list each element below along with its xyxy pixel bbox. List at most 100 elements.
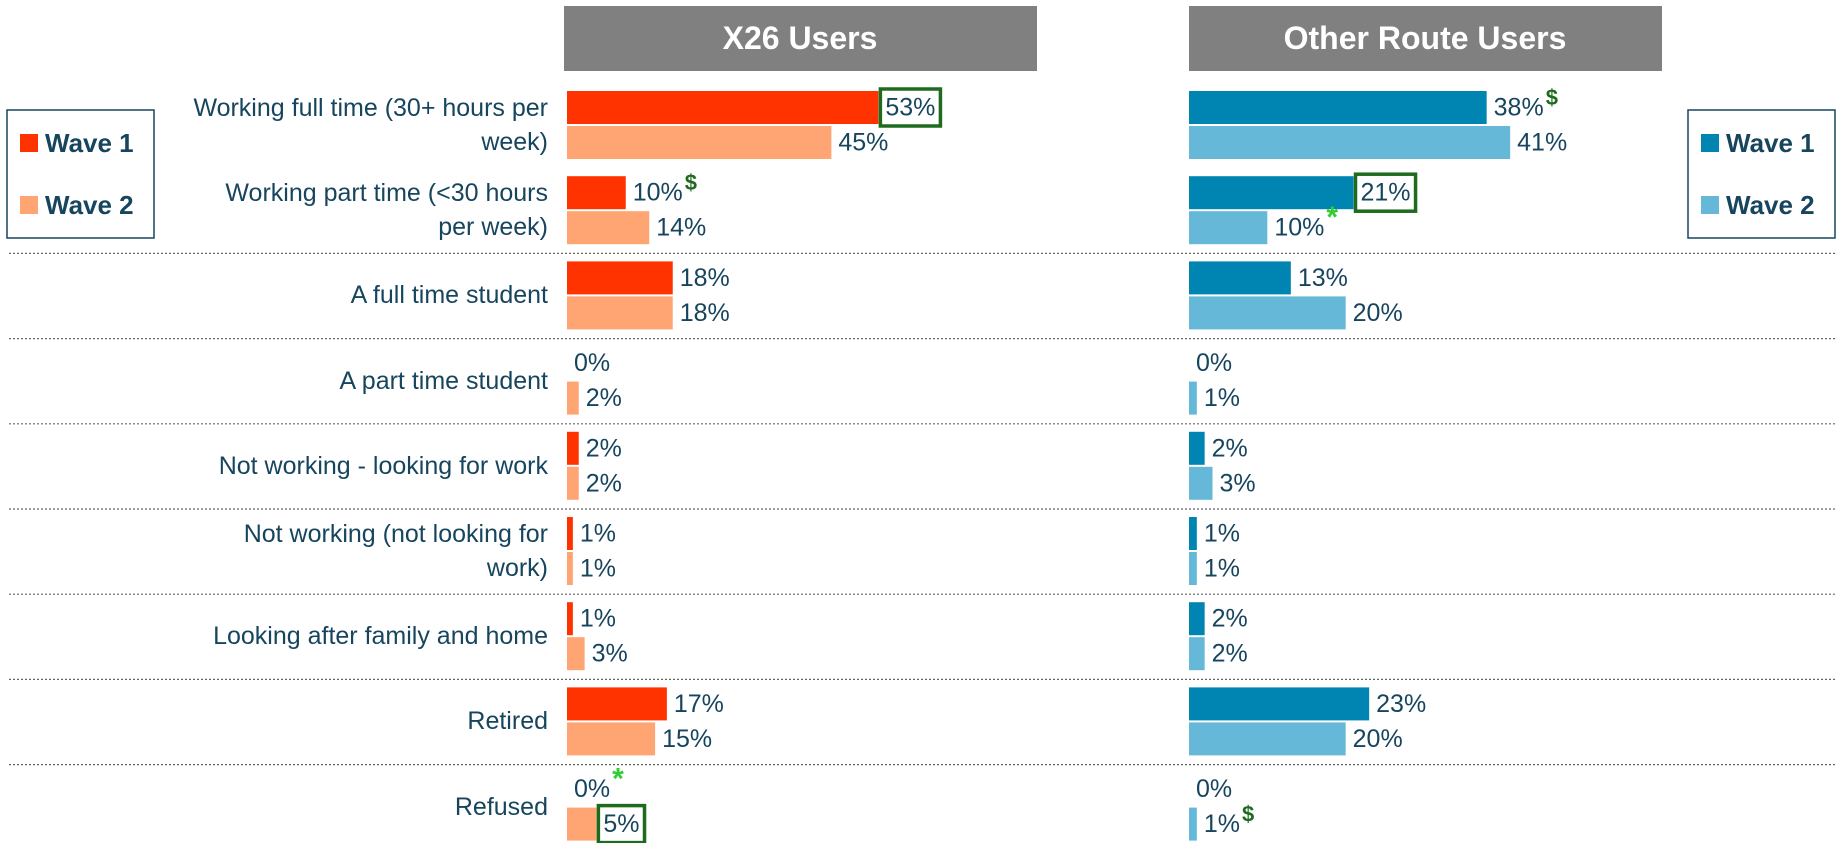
- legend-box: [1687, 109, 1836, 239]
- value-label: 41%: [1517, 129, 1567, 157]
- bar: [567, 381, 579, 415]
- bar: [1189, 381, 1197, 415]
- value-label: 0%: [574, 349, 610, 377]
- value-label: 0%: [1196, 775, 1232, 803]
- bar: [1189, 722, 1346, 756]
- value-label: 1%: [1204, 555, 1240, 583]
- value-label: 10%: [1274, 214, 1324, 242]
- bar: [567, 296, 673, 330]
- bar: [1189, 637, 1205, 671]
- value-label: 18%: [680, 264, 730, 292]
- bar: [567, 637, 585, 671]
- value-label: 0%: [1196, 349, 1232, 377]
- significance-marker: $: [685, 170, 697, 195]
- legend-swatch: [1701, 134, 1719, 152]
- bar: [1189, 296, 1346, 330]
- bar: [567, 91, 879, 124]
- bar: [1189, 431, 1205, 465]
- value-label: 1%: [580, 605, 616, 633]
- value-label: 13%: [1298, 264, 1348, 292]
- value-label: 2%: [586, 434, 622, 462]
- bar: [567, 552, 573, 585]
- panel-header: [564, 6, 1037, 71]
- value-label: 23%: [1376, 690, 1426, 718]
- category-label: Retired: [467, 707, 548, 736]
- bar: [1189, 602, 1205, 636]
- bar: [567, 211, 650, 245]
- bar: [567, 176, 626, 210]
- value-label: 38%: [1494, 94, 1544, 122]
- value-label: 2%: [1212, 640, 1248, 668]
- bar: [1189, 466, 1213, 500]
- category-label: Working full time (30+ hours per week): [193, 94, 548, 156]
- value-label: 17%: [674, 690, 724, 718]
- category-label: Refused: [454, 792, 548, 821]
- value-label: 1%: [580, 520, 616, 548]
- bar: [1189, 176, 1354, 210]
- bar: [567, 466, 579, 500]
- bar: [1189, 261, 1291, 295]
- significance-marker: *: [1326, 201, 1338, 234]
- value-label: 20%: [1353, 725, 1403, 753]
- category-label: A part time student: [339, 366, 548, 395]
- bar: [567, 261, 673, 295]
- value-label: 1%: [580, 555, 616, 583]
- value-label: 3%: [1220, 469, 1256, 497]
- value-label: 2%: [1212, 434, 1248, 462]
- value-label: 14%: [656, 214, 706, 242]
- significance-marker: *: [612, 763, 624, 796]
- value-label: 21%: [1361, 179, 1411, 207]
- value-label: 15%: [662, 725, 712, 753]
- legend-swatch: [1701, 196, 1719, 214]
- significance-marker: $: [1242, 802, 1254, 827]
- bar: [567, 687, 667, 721]
- category-label: Not working - looking for work: [218, 451, 548, 480]
- category-label: Looking after family and home: [213, 622, 548, 651]
- bar: [567, 517, 573, 550]
- legend-swatch: [20, 134, 38, 152]
- legend-label: Wave 2: [1726, 190, 1815, 220]
- value-label: 1%: [1204, 810, 1240, 838]
- legend-swatch: [20, 196, 38, 214]
- bar: [567, 807, 597, 841]
- value-label: 1%: [1204, 384, 1240, 412]
- significance-marker: $: [1546, 85, 1558, 110]
- value-label: 53%: [885, 94, 935, 122]
- bar: [1189, 807, 1197, 841]
- legend-box: [6, 109, 155, 239]
- bar: [1189, 126, 1511, 159]
- value-label: 5%: [603, 810, 639, 838]
- value-label: 0%: [574, 775, 610, 803]
- value-label: 1%: [1204, 520, 1240, 548]
- bar: [1189, 91, 1487, 124]
- bar: [567, 722, 656, 756]
- value-label: 2%: [586, 384, 622, 412]
- category-label: Not working (not looking for work): [243, 520, 548, 582]
- value-label: 2%: [586, 469, 622, 497]
- legend-label: Wave 2: [45, 190, 134, 220]
- bar: [1189, 517, 1197, 550]
- panel-header: [1189, 6, 1662, 71]
- panel-title: Other Route Users: [1284, 20, 1567, 56]
- bar: [567, 602, 573, 636]
- highlight-box: [878, 87, 943, 128]
- bar: [567, 126, 832, 159]
- category-label: Working part time (<30 hours per week): [225, 179, 548, 242]
- bar: [1189, 687, 1370, 721]
- bar: [567, 431, 579, 465]
- highlight-box: [1353, 172, 1418, 213]
- value-label: 3%: [592, 640, 628, 668]
- value-label: 10%: [633, 179, 683, 207]
- bar: [1189, 552, 1197, 585]
- value-label: 2%: [1212, 605, 1248, 633]
- panel-title: X26 Users: [723, 20, 878, 56]
- legend-label: Wave 1: [45, 128, 134, 158]
- category-label: A full time student: [350, 281, 548, 310]
- value-label: 45%: [838, 129, 888, 157]
- legend-label: Wave 1: [1726, 128, 1815, 158]
- bar: [1189, 211, 1268, 245]
- value-label: 18%: [680, 299, 730, 327]
- value-label: 20%: [1353, 299, 1403, 327]
